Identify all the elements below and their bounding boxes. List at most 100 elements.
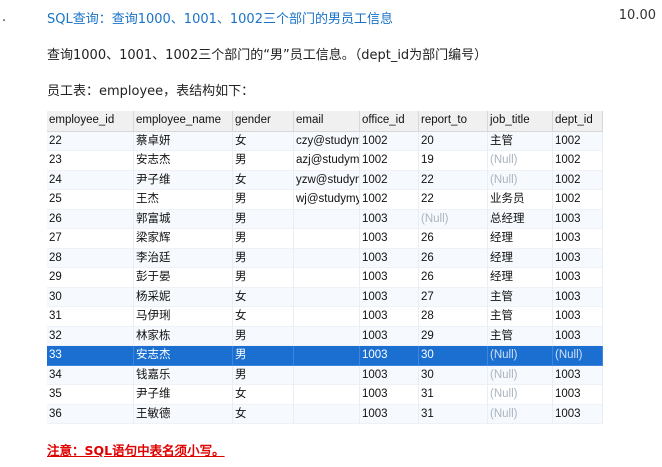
cell-email[interactable] [294,268,360,288]
cell-gender[interactable]: 男 [233,229,294,249]
cell-email[interactable]: azj@studym [294,151,360,171]
column-header-gender[interactable]: gender [233,111,294,131]
cell-report-to[interactable]: 22 [419,190,488,210]
cell-employee-id[interactable]: 36 [47,404,134,424]
question-title[interactable]: SQL查询：查询1000、1001、1002三个部门的男员工信息 [47,12,393,27]
cell-job-title[interactable]: 经理 [488,229,553,249]
table-row[interactable]: 26 郭富城男 1003 (Null) 总经理 1003 [47,209,603,229]
cell-gender[interactable]: 女 [233,287,294,307]
cell-gender[interactable]: 男 [233,190,294,210]
cell-dept-id[interactable]: 1003 [553,287,603,307]
cell-job-title[interactable]: (Null) [488,170,553,190]
cell-job-title[interactable]: (Null) [488,385,553,405]
cell-office-id[interactable]: 1002 [360,131,419,151]
cell-job-title[interactable]: (Null) [488,404,553,424]
cell-gender[interactable]: 女 [233,404,294,424]
cell-report-to[interactable]: 22 [419,170,488,190]
cell-gender[interactable]: 男 [233,268,294,288]
cell-office-id[interactable]: 1002 [360,170,419,190]
cell-employee-id[interactable]: 29 [47,268,134,288]
cell-employee-id[interactable]: 27 [47,229,134,249]
cell-email[interactable]: yzw@studym [294,170,360,190]
cell-email[interactable] [294,346,360,366]
cell-job-title[interactable]: 主管 [488,131,553,151]
cell-employee-id[interactable]: 26 [47,209,134,229]
cell-gender[interactable]: 女 [233,131,294,151]
column-header-employee-id[interactable]: employee_id [47,111,134,131]
cell-employee-name[interactable]: 彭于晏 [134,268,233,288]
cell-office-id[interactable]: 1003 [360,365,419,385]
column-header-dept-id[interactable]: dept_id [553,111,603,131]
cell-employee-id[interactable]: 31 [47,307,134,327]
cell-report-to[interactable]: 30 [419,346,488,366]
cell-job-title[interactable]: 经理 [488,268,553,288]
table-row[interactable]: 25 王杰男 wj@studymy 1002 22 业务员 1002 [47,190,603,210]
table-row[interactable]: 31 马伊琍女 1003 28 主管 1003 [47,307,603,327]
cell-employee-name[interactable]: 尹子维 [134,170,233,190]
cell-email[interactable] [294,248,360,268]
column-header-job-title[interactable]: job_title [488,111,553,131]
cell-report-to[interactable]: 26 [419,248,488,268]
cell-email[interactable] [294,209,360,229]
cell-job-title[interactable]: 经理 [488,248,553,268]
cell-gender[interactable]: 男 [233,365,294,385]
cell-employee-id[interactable]: 22 [47,131,134,151]
cell-employee-id[interactable]: 33 [47,346,134,366]
cell-gender[interactable]: 女 [233,307,294,327]
cell-gender[interactable]: 女 [233,170,294,190]
cell-report-to[interactable]: 29 [419,326,488,346]
cell-dept-id[interactable]: 1002 [553,131,603,151]
cell-email[interactable] [294,365,360,385]
cell-email[interactable] [294,404,360,424]
cell-dept-id[interactable]: 1003 [553,307,603,327]
cell-email[interactable]: czy@studym [294,131,360,151]
table-row[interactable]: 36 王敏德女 1003 31 (Null) 1003 [47,404,603,424]
cell-employee-name[interactable]: 梁家辉 [134,229,233,249]
cell-gender[interactable]: 男 [233,151,294,171]
cell-dept-id[interactable]: (Null) [553,346,603,366]
cell-job-title[interactable]: 业务员 [488,190,553,210]
cell-office-id[interactable]: 1003 [360,209,419,229]
cell-dept-id[interactable]: 1003 [553,268,603,288]
cell-dept-id[interactable]: 1003 [553,404,603,424]
cell-employee-name[interactable]: 钱嘉乐 [134,365,233,385]
cell-office-id[interactable]: 1003 [360,287,419,307]
cell-employee-name[interactable]: 王敏德 [134,404,233,424]
cell-email[interactable] [294,326,360,346]
table-row[interactable]: 27 梁家辉男 1003 26 经理 1003 [47,229,603,249]
cell-employee-name[interactable]: 林家栋 [134,326,233,346]
cell-job-title[interactable]: 主管 [488,287,553,307]
cell-employee-name[interactable]: 安志杰 [134,151,233,171]
cell-employee-id[interactable]: 32 [47,326,134,346]
cell-employee-name[interactable]: 杨采妮 [134,287,233,307]
cell-dept-id[interactable]: 1003 [553,385,603,405]
cell-dept-id[interactable]: 1003 [553,365,603,385]
cell-office-id[interactable]: 1003 [360,307,419,327]
cell-dept-id[interactable]: 1003 [553,209,603,229]
cell-office-id[interactable]: 1002 [360,151,419,171]
cell-report-to[interactable]: 20 [419,131,488,151]
cell-employee-id[interactable]: 28 [47,248,134,268]
cell-office-id[interactable]: 1003 [360,326,419,346]
column-header-report-to[interactable]: report_to [419,111,488,131]
cell-job-title[interactable]: 总经理 [488,209,553,229]
cell-email[interactable] [294,385,360,405]
cell-email[interactable] [294,229,360,249]
cell-employee-name[interactable]: 王杰 [134,190,233,210]
cell-employee-name[interactable]: 安志杰 [134,346,233,366]
cell-employee-id[interactable]: 23 [47,151,134,171]
cell-report-to[interactable]: 27 [419,287,488,307]
cell-gender[interactable]: 男 [233,209,294,229]
column-header-email[interactable]: email [294,111,360,131]
cell-dept-id[interactable]: 1003 [553,248,603,268]
cell-employee-id[interactable]: 35 [47,385,134,405]
cell-job-title[interactable]: (Null) [488,346,553,366]
cell-office-id[interactable]: 1003 [360,229,419,249]
cell-job-title[interactable]: (Null) [488,365,553,385]
table-row[interactable]: 33 安志杰男 1003 30 (Null) (Null) [47,346,603,366]
cell-report-to[interactable]: 31 [419,404,488,424]
table-row[interactable]: 29 彭于晏男 1003 26 经理 1003 [47,268,603,288]
cell-employee-id[interactable]: 25 [47,190,134,210]
cell-employee-name[interactable]: 郭富城 [134,209,233,229]
table-row[interactable]: 22 蔡卓妍女 czy@studym 1002 20 主管 1002 [47,131,603,151]
